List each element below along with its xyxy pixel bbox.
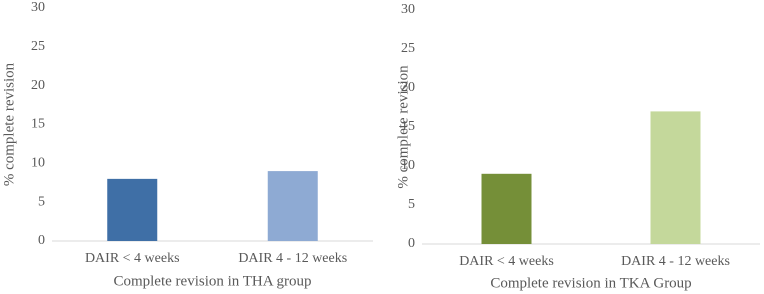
y-tick-label: 20 (31, 78, 45, 93)
x-tick-label: DAIR 4 - 12 weeks (238, 251, 347, 266)
y-tick-label: 25 (401, 41, 415, 56)
y-tick-label: 25 (31, 39, 45, 54)
y-axis-label: % complete revision (1, 62, 17, 186)
x-tick-label: DAIR < 4 weeks (459, 254, 554, 269)
y-tick-label: 10 (401, 158, 415, 173)
x-axis-label: Complete revision in TKA Group (490, 275, 691, 291)
y-tick-label: 15 (31, 117, 45, 132)
x-axis-label: Complete revision in THA group (113, 273, 311, 289)
y-tick-label: 15 (401, 119, 415, 134)
bar (650, 111, 701, 245)
y-axis-label: % complete revision (395, 65, 411, 189)
x-tick-label: DAIR < 4 weeks (85, 251, 180, 266)
y-tick-label: 30 (31, 0, 45, 15)
y-tick-label: 5 (408, 197, 415, 212)
bar (107, 178, 158, 241)
x-tick-label: DAIR 4 - 12 weeks (621, 254, 730, 269)
bar (481, 173, 532, 244)
y-tick-label: 5 (38, 194, 45, 209)
y-tick-label: 0 (408, 236, 415, 251)
y-tick-label: 0 (38, 233, 45, 248)
y-tick-label: 20 (401, 80, 415, 95)
y-tick-label: 30 (401, 2, 415, 17)
bar (267, 171, 318, 241)
y-tick-label: 10 (31, 156, 45, 171)
